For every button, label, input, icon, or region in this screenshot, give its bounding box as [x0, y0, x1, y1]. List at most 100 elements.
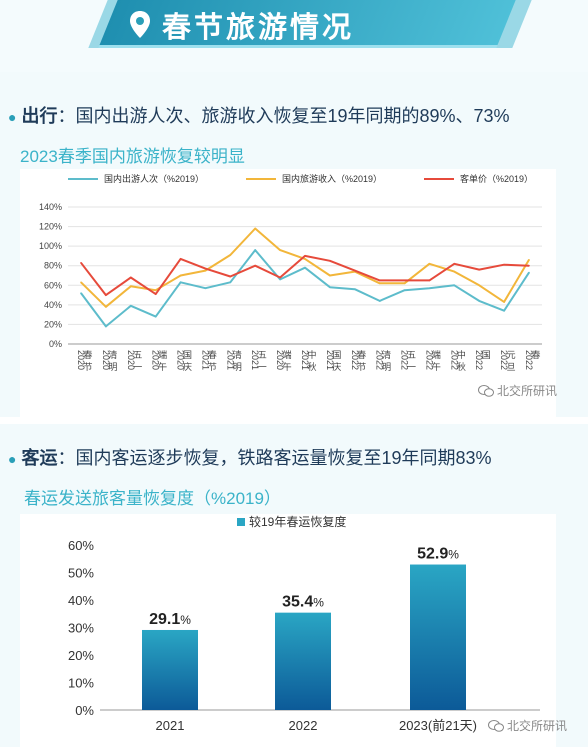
x-tick-label: 中秋	[457, 349, 466, 372]
x-tick-label: 清明	[233, 349, 242, 372]
x-tick-label: 2023(前21天)	[399, 718, 477, 733]
data-point	[403, 289, 406, 291]
y-tick-label: 30%	[68, 621, 94, 636]
x-tick-label: 2021	[156, 718, 185, 733]
watermark-text: 北交所研讯	[507, 719, 568, 733]
bar-chart-card: 较19年春运恢复度 0% 10% 20% 30% 40% 50% 60% 29.1% 2021 35…	[20, 514, 556, 747]
transport-heading-label: 客运	[21, 448, 58, 468]
bar-chart: 较19年春运恢复度 0% 10% 20% 30% 40% 50% 60% 29.1% 2021 35…	[68, 514, 540, 733]
data-point	[229, 281, 232, 284]
y-tick-label: 0%	[75, 703, 94, 718]
data-point	[403, 282, 406, 285]
data-point	[129, 285, 132, 288]
x-tick-label: 清明	[108, 349, 117, 372]
y-tick-label: 60%	[68, 538, 94, 553]
y-tick-label: 40%	[44, 300, 62, 310]
transport-section: ● 客运：国内客运逐步恢复，铁路客运量恢复至19年同期83% 春运发送旅客量恢复…	[0, 424, 588, 747]
data-point	[304, 255, 306, 257]
x-tick-year: 2022	[424, 350, 434, 370]
data-point	[154, 315, 157, 318]
data-point	[378, 279, 381, 282]
legend-label: 较19年春运恢复度	[249, 514, 346, 529]
y-tick-label: 50%	[68, 566, 94, 581]
data-point	[453, 270, 456, 273]
banner-title: 春节旅游情况	[128, 3, 354, 47]
data-label: 35.4%	[282, 594, 324, 611]
x-tick-label: 春节	[357, 349, 366, 372]
data-point	[229, 275, 232, 278]
x-tick-year: 2020	[151, 350, 161, 370]
data-point	[254, 227, 257, 230]
data-point	[378, 300, 381, 302]
data-point	[154, 289, 157, 291]
x-tick-label: 国庆	[332, 350, 341, 372]
data-point	[229, 254, 232, 256]
data-point	[403, 279, 406, 282]
data-point	[503, 263, 505, 266]
x-tick-year: 2021	[200, 350, 210, 370]
data-point	[154, 293, 157, 295]
x-tick-label: 中秋	[307, 349, 316, 372]
x-tick-year: 2020	[275, 350, 285, 370]
travel-heading-text: ：国内出游人次、旅游收入恢复至19年同期的89%、73%	[57, 106, 510, 126]
data-point	[353, 288, 356, 290]
data-point	[129, 276, 132, 279]
location-pin-icon	[130, 11, 150, 38]
data-point	[453, 262, 456, 265]
travel-heading-label: 出行	[21, 106, 58, 126]
y-tick-label: 120%	[39, 222, 62, 232]
watermark: 北交所研讯	[478, 382, 557, 399]
data-point	[478, 284, 481, 287]
data-point	[478, 268, 481, 271]
data-point	[80, 281, 82, 284]
bullet-icon: ●	[8, 109, 17, 125]
x-tick-label: 端午	[432, 349, 441, 372]
data-point	[304, 258, 306, 260]
data-point	[129, 305, 132, 307]
data-point	[179, 258, 182, 260]
y-tick-label: 60%	[44, 280, 62, 290]
data-point	[329, 286, 331, 289]
bullet-icon: ●	[8, 451, 17, 467]
x-tick-label: 五一	[258, 350, 267, 372]
data-point	[329, 274, 331, 277]
bar	[410, 564, 466, 710]
data-point	[503, 301, 505, 303]
data-point	[179, 274, 182, 277]
legend-swatch	[237, 518, 245, 526]
travel-heading: ● 出行：国内出游人次、旅游收入恢复至19年同期的89%、73%	[8, 102, 510, 128]
data-point	[503, 309, 505, 312]
data-point	[428, 262, 431, 265]
x-tick-label: 国	[482, 350, 491, 360]
data-point	[378, 282, 381, 285]
data-point	[353, 269, 356, 272]
data-point	[254, 249, 257, 251]
bar	[142, 629, 198, 710]
data-label: 29.1%	[149, 611, 191, 628]
transport-heading-text: ：国内客运逐步恢复，铁路客运量恢复至19年同期83%	[57, 448, 492, 468]
wechat-icon	[488, 719, 504, 732]
x-tick-label: 端午	[158, 349, 167, 372]
data-point	[204, 267, 207, 270]
x-tick-year: 2022	[524, 350, 534, 370]
data-point	[80, 292, 82, 294]
y-tick-label: 140%	[39, 202, 62, 212]
watermark-text: 北交所研讯	[497, 384, 558, 398]
x-tick-label: 春节	[83, 349, 92, 372]
data-point	[453, 284, 456, 287]
data-point	[528, 264, 530, 267]
data-point	[478, 300, 481, 302]
x-tick-year: 2020	[101, 350, 111, 370]
y-tick-label: 20%	[68, 648, 94, 663]
transport-subtitle: 春运发送旅客量恢复度（%2019）	[24, 489, 281, 508]
y-tick-label: 10%	[68, 676, 94, 691]
data-point	[528, 271, 530, 274]
travel-subtitle: 2023春季国内旅游恢复较明显	[20, 147, 245, 166]
y-tick-label: 40%	[68, 593, 94, 608]
travel-section: ● 出行：国内出游人次、旅游收入恢复至19年同期的89%、73% 2023春季国…	[0, 72, 588, 417]
data-label: 52.9%	[417, 546, 459, 563]
transport-heading: ● 客运：国内客运逐步恢复，铁路客运量恢复至19年同期83%	[8, 444, 492, 470]
line-chart: 国内出游人次（%2019） 国内旅游收入（%2019） 客单价（%2019） 0% 20…	[39, 173, 542, 372]
x-tick-year: 2020	[126, 350, 136, 370]
x-tick-label: 端午	[283, 349, 292, 372]
